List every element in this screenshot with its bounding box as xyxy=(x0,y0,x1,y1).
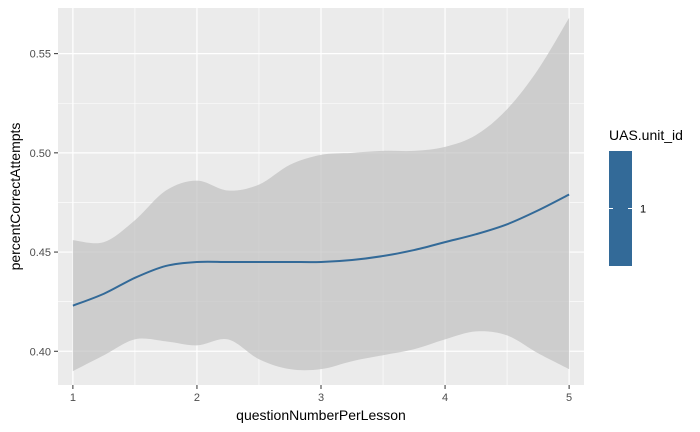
legend: UAS.unit_id 1 xyxy=(609,127,683,266)
legend-label: 1 xyxy=(640,204,646,216)
x-tick-label: 1 xyxy=(70,392,76,404)
x-tick-label: 2 xyxy=(194,392,200,404)
legend-color-bar xyxy=(609,151,632,266)
legend-title: UAS.unit_id xyxy=(609,127,683,143)
y-axis-title: percentCorrectAttempts xyxy=(7,123,23,271)
y-tick-label: 0.55 xyxy=(30,49,51,61)
x-tick-label: 3 xyxy=(318,392,324,404)
x-tick-label: 5 xyxy=(566,392,572,404)
smooth-line-series-1 xyxy=(72,193,570,307)
x-tick-label: 4 xyxy=(442,392,448,404)
y-tick-label: 0.40 xyxy=(30,346,51,358)
y-tick-label: 0.45 xyxy=(30,247,51,259)
x-axis-title: questionNumberPerLesson xyxy=(236,407,406,423)
axes: 1 2 3 4 5 0.40 0.45 0.50 0.55 xyxy=(30,49,573,404)
confidence-ribbon xyxy=(72,17,570,372)
y-tick-label: 0.50 xyxy=(30,148,51,160)
